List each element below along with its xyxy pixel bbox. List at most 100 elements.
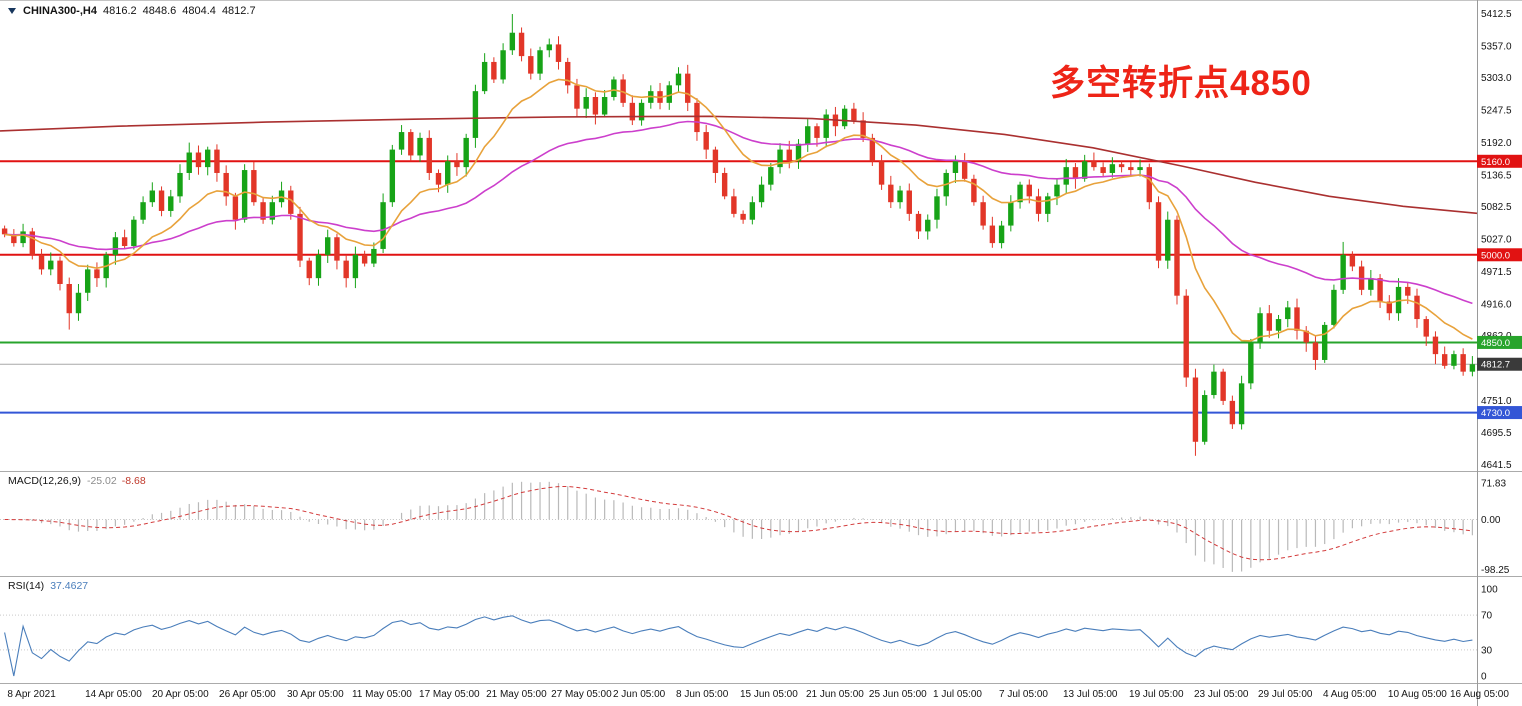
candle-body	[518, 32, 525, 57]
candle	[334, 233, 340, 270]
candle	[971, 174, 977, 206]
candle	[1451, 350, 1457, 370]
candle-body	[158, 190, 165, 211]
candle	[583, 88, 589, 119]
candle-body	[758, 184, 765, 203]
candle	[491, 57, 497, 83]
candle-body	[214, 149, 220, 173]
candle-body	[1008, 202, 1014, 226]
candle	[408, 129, 414, 162]
candle-body	[961, 161, 968, 179]
candle	[1294, 298, 1300, 340]
candle	[1, 225, 8, 238]
candle	[721, 167, 728, 200]
candle	[463, 133, 469, 177]
candle	[121, 229, 128, 249]
candle-body	[1238, 383, 1245, 425]
candle	[1128, 161, 1134, 176]
candle-body	[1091, 161, 1097, 168]
candle-body	[408, 132, 414, 156]
candle	[611, 76, 617, 101]
candle	[75, 284, 82, 321]
candle	[712, 146, 719, 183]
candle	[426, 130, 432, 180]
ma-slow-line[interactable]	[0, 115, 1478, 215]
candle	[638, 99, 645, 126]
candle-body	[343, 260, 349, 279]
candle-body	[140, 202, 146, 220]
candle	[29, 227, 36, 260]
candle-body	[1128, 167, 1134, 171]
candle-body	[491, 61, 497, 80]
candle	[241, 164, 248, 223]
candle	[1183, 289, 1189, 387]
candle-body	[1045, 196, 1051, 214]
candle	[481, 53, 488, 95]
candle-body	[1441, 354, 1448, 366]
rsi-axis-label: 0	[1481, 672, 1487, 683]
candle-body	[297, 213, 303, 261]
candle-body	[168, 196, 174, 211]
candle	[1155, 196, 1162, 269]
candle-body	[1469, 364, 1476, 372]
rsi-axis-label: 70	[1481, 611, 1493, 622]
candle-body	[814, 126, 820, 138]
time-axis-label: 4 Aug 05:00	[1323, 689, 1377, 700]
candle	[758, 176, 765, 208]
candle-body	[509, 32, 516, 51]
candle-body	[1275, 319, 1282, 331]
candle	[1008, 195, 1014, 232]
candle-body	[740, 213, 746, 220]
candle	[565, 57, 571, 94]
candle-body	[251, 170, 257, 203]
candle-body	[435, 172, 442, 185]
candle	[925, 214, 931, 240]
candle-body	[380, 202, 386, 249]
candle-body	[361, 254, 368, 264]
candle-body	[1368, 278, 1374, 290]
candle-body	[1054, 184, 1060, 197]
candle	[1395, 278, 1402, 321]
candle	[878, 154, 885, 190]
candle	[537, 46, 543, 81]
rsi-pane-header: RSI(14) 37.4627	[8, 580, 88, 592]
time-axis-label: 1 Jul 05:00	[933, 689, 982, 700]
candle-body	[472, 91, 479, 138]
candle	[195, 145, 202, 175]
macd-signal-line	[4, 485, 1473, 561]
annotation-text[interactable]: 多空转折点4850	[1050, 64, 1312, 103]
candle	[297, 206, 303, 268]
candle-body	[1137, 167, 1143, 171]
candle	[454, 153, 460, 176]
candle	[48, 252, 54, 276]
candle	[361, 250, 368, 267]
candle-body	[1035, 196, 1042, 214]
candle	[1266, 305, 1272, 338]
candle	[768, 163, 774, 191]
candle-body	[389, 149, 396, 203]
ma-fast-line[interactable]	[4, 78, 1473, 342]
price-axis-label: 4916.0	[1481, 299, 1512, 310]
price-level-tag-text: 4730.0	[1481, 408, 1510, 419]
candle-body	[426, 137, 432, 173]
candle	[1340, 241, 1346, 294]
candle	[1414, 288, 1420, 328]
ma-mid-line[interactable]	[4, 120, 1473, 305]
time-axis-label: 21 May 05:00	[486, 689, 547, 700]
candle	[232, 192, 239, 230]
price-axis-label: 5247.5	[1481, 106, 1512, 117]
candle-body	[1331, 289, 1337, 325]
candles	[1, 14, 1476, 456]
time-axis-label: 16 Aug 05:00	[1450, 689, 1509, 700]
candle	[749, 196, 756, 225]
candle	[223, 165, 229, 206]
candle	[915, 210, 922, 240]
candle	[84, 264, 91, 301]
time-axis-label: 13 Jul 05:00	[1063, 689, 1118, 700]
candle	[1349, 251, 1356, 272]
ohlc-high-value: 4848.6	[142, 5, 177, 17]
candle	[731, 188, 737, 218]
candle-body	[481, 61, 488, 92]
macd-label: MACD(12,26,9)	[8, 475, 81, 487]
